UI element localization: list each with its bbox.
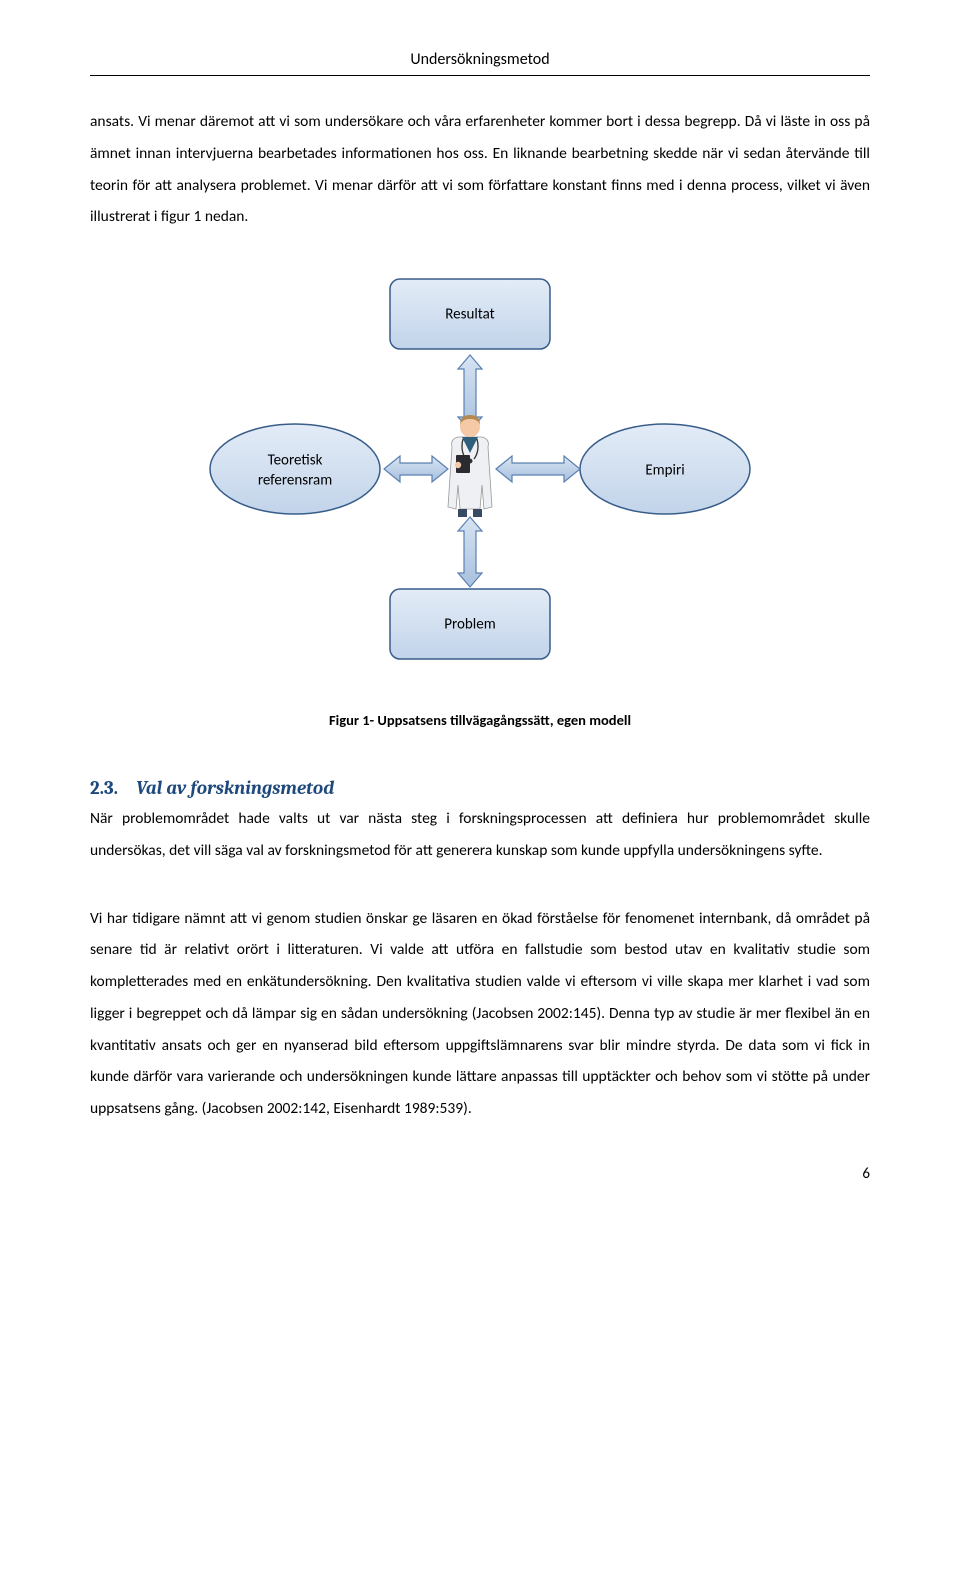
node-teoretisk-line2: referensram [258,472,332,490]
arrow-left [384,456,448,482]
node-teoretisk-line1: Teoretisk [268,452,323,470]
paragraph-2: När problemområdet hade valts ut var näs… [90,803,870,867]
node-empiri-label: Empiri [645,462,684,480]
running-head: Undersökningsmetod [90,50,870,69]
section-heading: 2.3. Val av forskningsmetod [90,777,870,799]
section-number: 2.3. [90,777,118,799]
page-number: 6 [90,1165,870,1183]
node-problem-label: Problem [444,616,495,634]
arrow-right [496,456,580,482]
header-rule [90,75,870,76]
node-resultat-label: Resultat [445,306,494,324]
arrow-down [458,517,482,587]
paragraph-3: Vi har tidigare nämnt att vi genom studi… [90,903,870,1125]
paragraph-intro: ansats. Vi menar däremot att vi som unde… [90,106,870,233]
section-title: Val av forskningsmetod [136,777,334,799]
figure-caption: Figur 1- Uppsatsens tillvägagångssätt, e… [90,711,870,729]
figure-1-diagram: Resultat Problem Teoretisk referensram E… [200,269,760,699]
center-researcher-icon [448,415,492,517]
